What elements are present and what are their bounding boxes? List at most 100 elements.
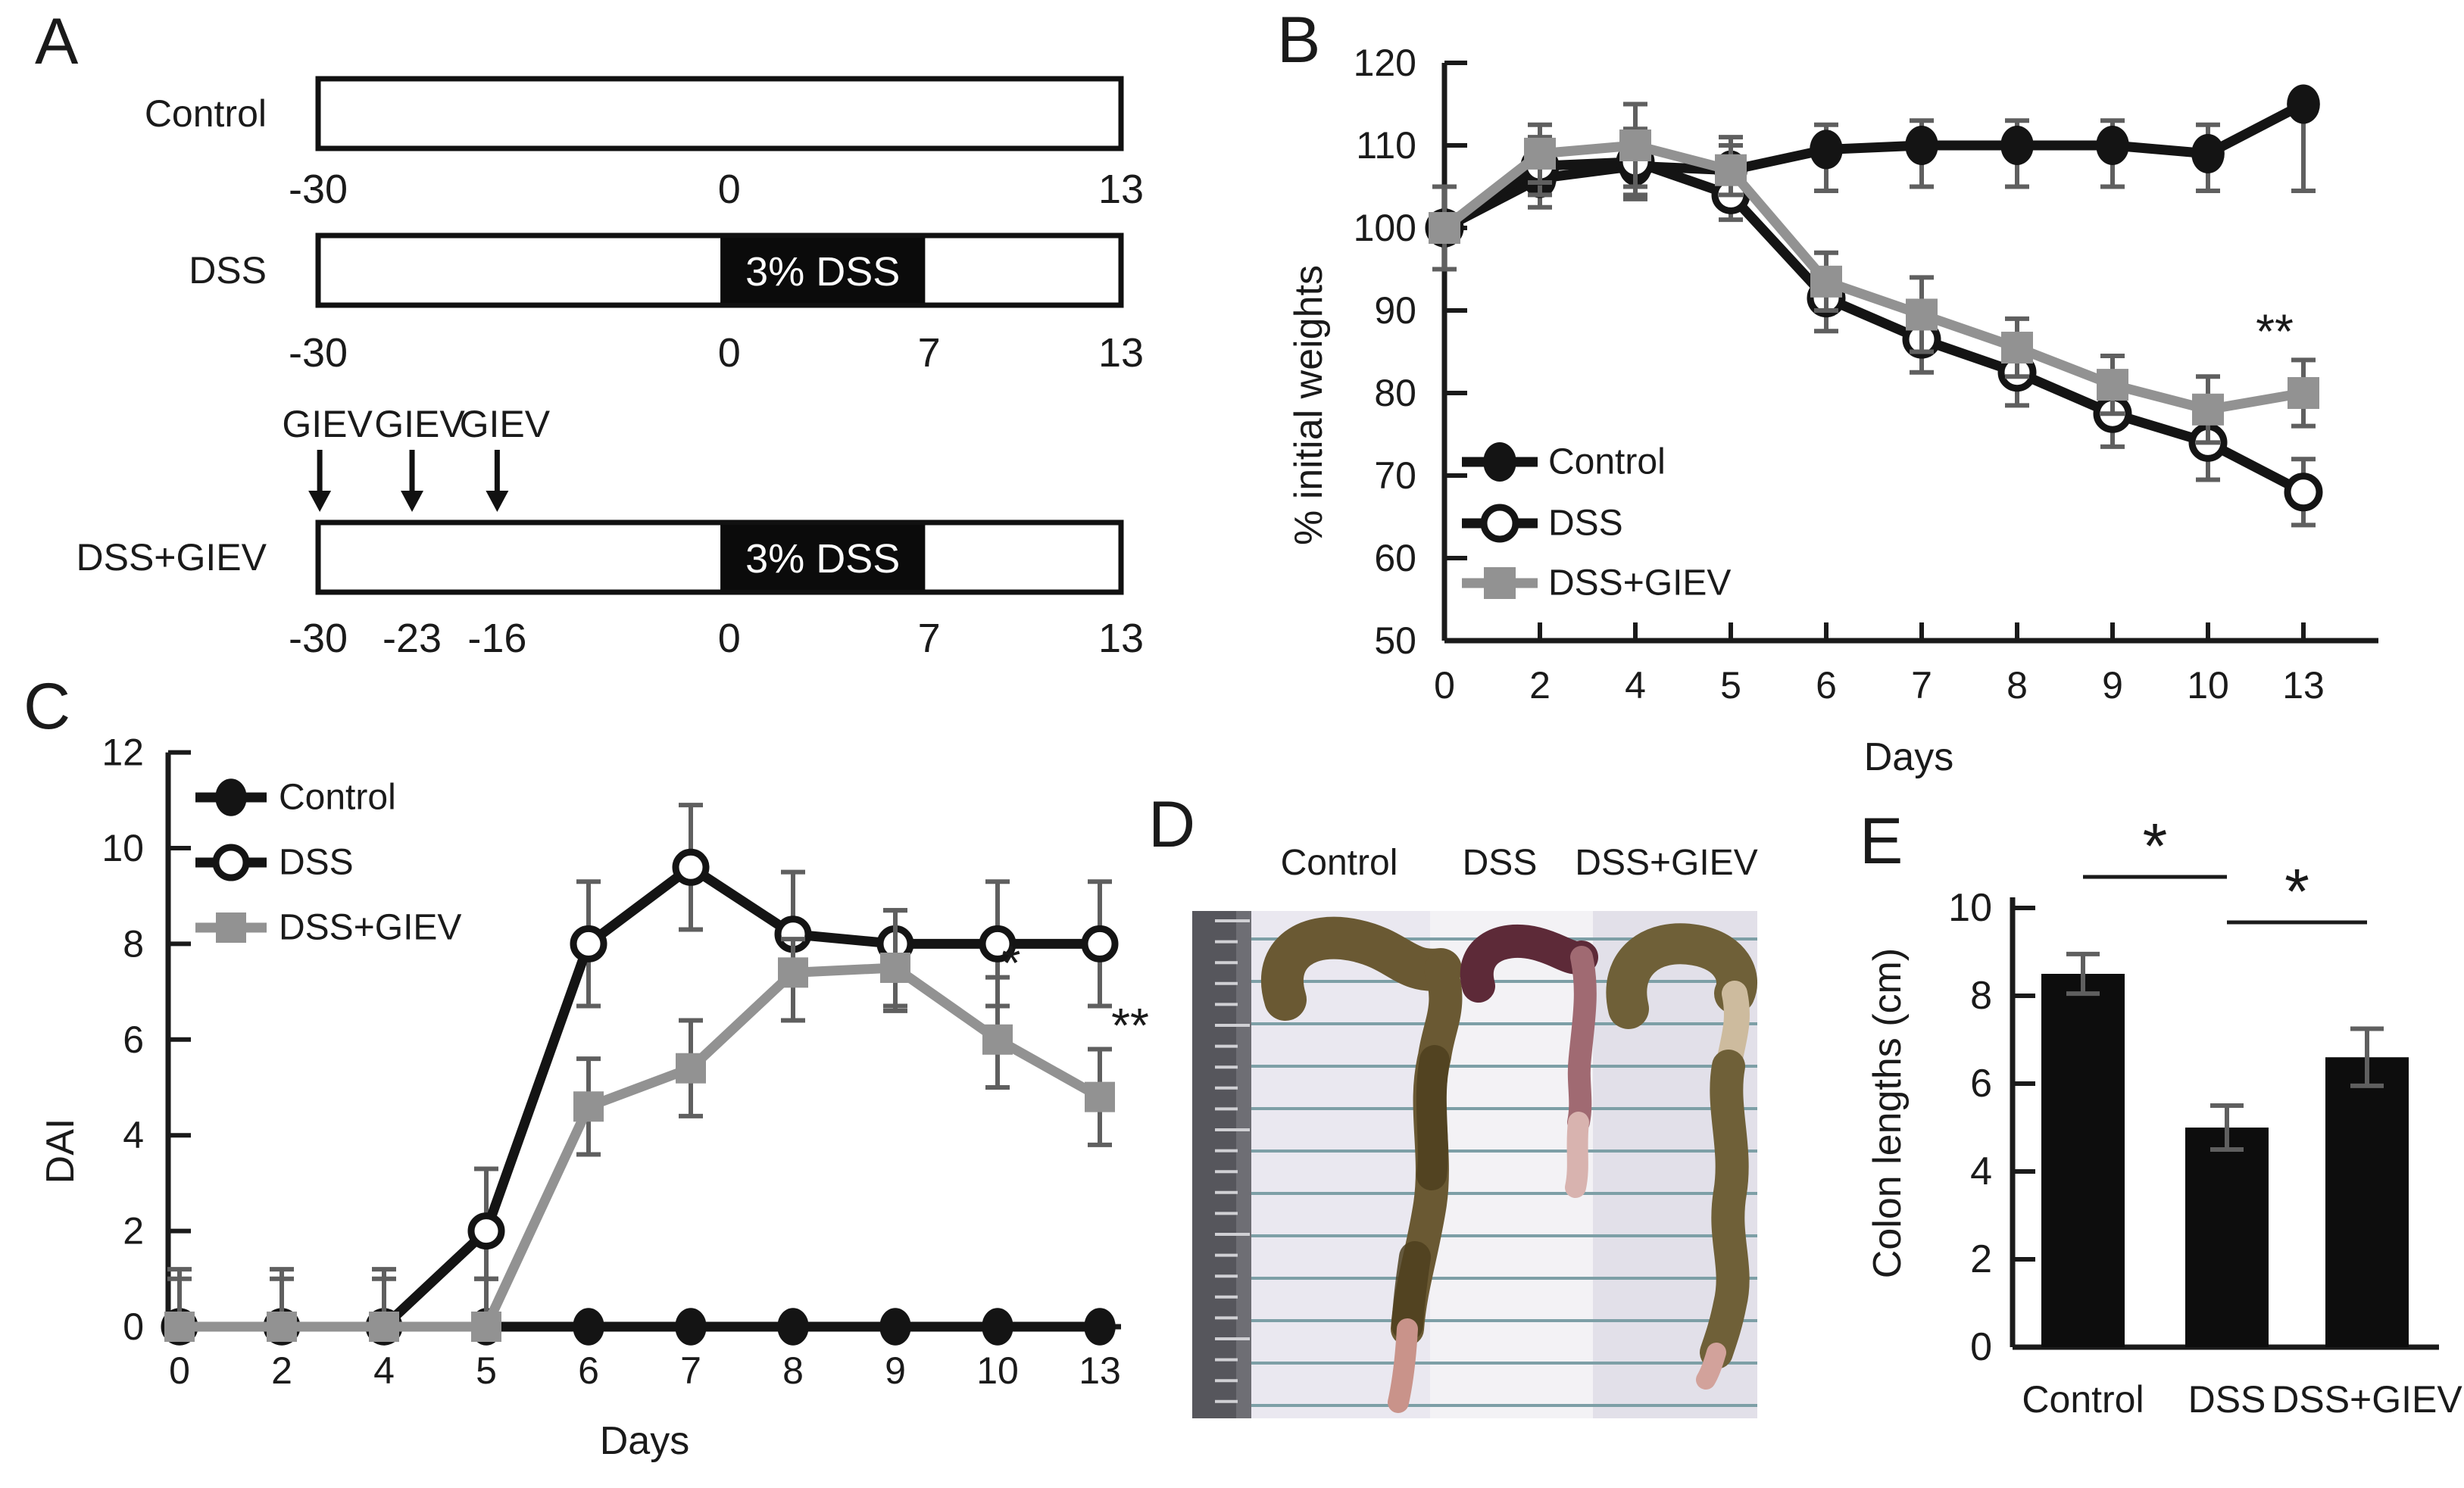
filled-circle-marker <box>2096 125 2129 166</box>
group-label: DSS+GIEV <box>77 536 267 579</box>
significance-star: * <box>2284 856 2309 927</box>
giev-injection-label: GIEV <box>282 403 373 445</box>
giev-injection-label: GIEV <box>374 403 465 445</box>
x-tick-label: 5 <box>476 1349 497 1392</box>
x-tick-label: 13 <box>2282 664 2325 707</box>
filled-circle-marker <box>1084 1308 1116 1346</box>
y-tick-label: 90 <box>1374 289 1416 332</box>
y-tick-label: 12 <box>101 732 144 774</box>
x-tick-label: 8 <box>782 1349 804 1392</box>
open-circle-marker <box>979 925 1017 962</box>
square-marker <box>573 1091 604 1122</box>
square-marker <box>778 957 808 988</box>
y-tick-label: 60 <box>1374 537 1416 579</box>
day-tick-label: 13 <box>1098 616 1144 661</box>
square-marker <box>880 953 910 983</box>
open-circle-marker <box>467 1212 505 1250</box>
line-chart-B: 50 60 70 80 90 100 110 120 0 2 4 5 6 7 8 9 10 13 Days % ini… <box>1287 42 2378 779</box>
x-tick-label: 10 <box>976 1349 1019 1392</box>
series-line <box>1442 99 2306 232</box>
filled-circle-marker <box>777 1308 809 1346</box>
legend: Control DSS DSS+GIEV <box>1462 442 1731 604</box>
day-tick-label: 13 <box>1098 167 1144 212</box>
day-tick-label: -30 <box>289 167 348 212</box>
open-circle-marker <box>1081 925 1119 962</box>
day-tick-label: 0 <box>718 167 741 212</box>
bar-chart-E: 0 2 4 6 8 10 Colon lengths (cm) Control DSS DSS+G… <box>1866 810 2462 1421</box>
x-axis-title: Days <box>600 1419 689 1463</box>
y-tick-label: 6 <box>1970 1062 1992 1106</box>
x-tick-label: 4 <box>1625 664 1646 707</box>
bar-Control <box>2041 974 2125 1347</box>
square-marker <box>1085 1081 1115 1112</box>
x-tick-label: 8 <box>2006 664 2028 707</box>
square-marker <box>2097 369 2128 401</box>
x-tick-label: 6 <box>1816 664 1837 707</box>
y-tick-label: 120 <box>1354 42 1416 84</box>
filled-circle-marker <box>573 1308 604 1346</box>
x-tick-label: 0 <box>1434 664 1455 707</box>
panel-d-letter: D <box>1148 788 1196 861</box>
square-marker <box>216 912 246 943</box>
day-tick-label: 7 <box>918 616 941 661</box>
filled-circle-marker <box>1810 129 1843 170</box>
panel-c-letter: C <box>23 670 71 743</box>
y-tick-label: 4 <box>123 1114 144 1156</box>
filled-circle-marker <box>2000 125 2034 166</box>
photo-label-dss: DSS <box>1462 843 1538 883</box>
x-tick-label: 2 <box>271 1349 292 1392</box>
square-marker <box>2001 332 2033 364</box>
y-tick-label: 6 <box>123 1019 144 1061</box>
giev-injection-label: GIEV <box>460 403 551 445</box>
timeline-bar <box>315 232 1124 308</box>
open-circle-marker <box>212 844 250 881</box>
legend-label: DSS+GIEV <box>1548 563 1731 604</box>
y-tick-label: 50 <box>1374 619 1416 662</box>
significance-annotation: * <box>1002 936 1021 990</box>
significance-star: * <box>2143 810 2168 881</box>
square-marker <box>1484 567 1516 599</box>
series-line <box>1441 140 2305 415</box>
x-tick-label: 10 <box>2187 664 2229 707</box>
y-tick-label: 80 <box>1374 372 1416 414</box>
filled-circle-marker <box>2287 84 2320 124</box>
y-axis-title: Colon lengths (cm) <box>1866 948 1910 1278</box>
arrow-down-icon <box>486 491 509 512</box>
legend-label: Control <box>279 778 396 818</box>
legend-label: DSS <box>279 843 354 883</box>
group-label: DSS <box>189 249 267 292</box>
series-line <box>180 962 1103 1332</box>
bar-DSS+GIEV <box>2325 1057 2409 1347</box>
filled-circle-marker <box>215 778 247 816</box>
colon-shape <box>1700 1050 1750 1369</box>
dss-block-label: 3% DSS <box>745 536 900 582</box>
square-marker <box>982 1024 1013 1055</box>
square-marker <box>164 1312 195 1342</box>
y-tick-label: 8 <box>123 922 144 965</box>
arrow-down-icon <box>401 491 424 512</box>
photo-label-control: Control <box>1280 843 1398 883</box>
day-tick-label: 13 <box>1098 330 1144 376</box>
filled-circle-marker <box>1905 125 1938 166</box>
open-circle-marker <box>570 925 607 962</box>
square-marker <box>2192 393 2224 426</box>
significance-annotation: ** <box>2256 304 2294 358</box>
square-marker <box>369 1312 399 1342</box>
bar-DSS <box>2185 1128 2269 1347</box>
arrow-down-icon <box>308 491 332 512</box>
open-circle-marker <box>1480 504 1519 543</box>
colon-shape <box>1567 946 1597 1134</box>
filled-circle-marker <box>2191 133 2225 173</box>
x-tick-label: 2 <box>1529 664 1551 707</box>
x-tick-label: 9 <box>885 1349 906 1392</box>
series-DSS+GIEV <box>164 908 1115 1342</box>
day-tick-label: 0 <box>718 616 741 661</box>
square-marker <box>2288 377 2319 409</box>
significance-annotation: ** <box>1111 998 1149 1053</box>
legend-label: Control <box>1548 442 1666 482</box>
